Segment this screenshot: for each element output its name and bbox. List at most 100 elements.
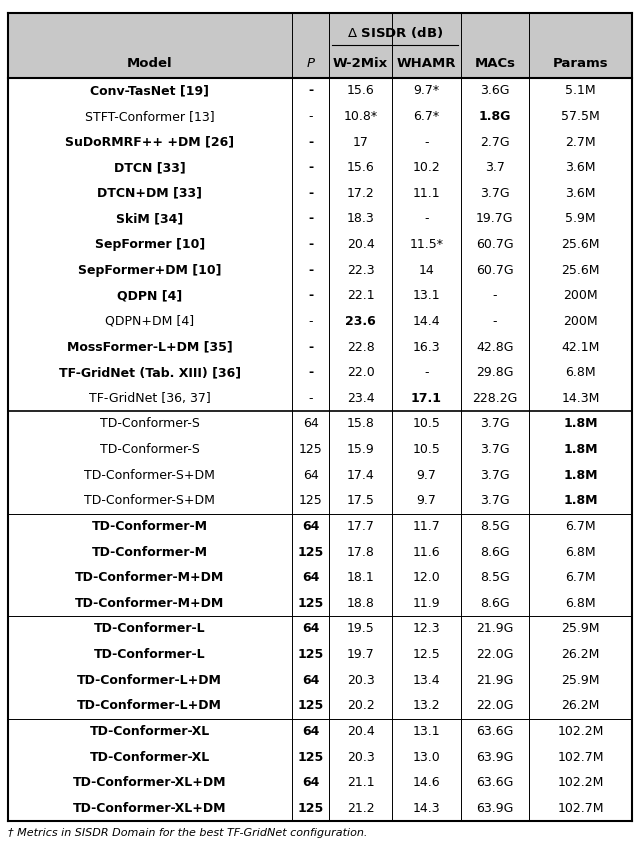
Text: 64: 64 (302, 622, 319, 636)
Text: TD-Conformer-L+DM: TD-Conformer-L+DM (77, 674, 222, 686)
Text: Conv-TasNet [19]: Conv-TasNet [19] (90, 84, 209, 98)
Text: 17.1: 17.1 (411, 392, 442, 405)
Text: 20.3: 20.3 (347, 751, 374, 764)
Text: 200M: 200M (563, 289, 598, 302)
Text: 19.7: 19.7 (347, 648, 374, 661)
Bar (8, 719, 632, 744)
Text: 26.2M: 26.2M (561, 648, 600, 661)
Text: -: - (308, 110, 313, 123)
Text: 13.0: 13.0 (412, 751, 440, 764)
Text: 125: 125 (298, 801, 324, 815)
Bar (8, 385, 632, 411)
Text: TD-Conformer-M: TD-Conformer-M (92, 520, 208, 533)
Text: TD-Conformer-L+DM: TD-Conformer-L+DM (77, 699, 222, 712)
Bar (8, 462, 632, 488)
Text: 25.9M: 25.9M (561, 674, 600, 686)
Text: 18.3: 18.3 (347, 213, 374, 226)
Text: 5.9M: 5.9M (566, 213, 596, 226)
Text: 25.6M: 25.6M (561, 263, 600, 277)
Text: 8.6G: 8.6G (480, 546, 509, 559)
Text: 1.8M: 1.8M (564, 418, 598, 431)
Bar (8, 206, 632, 232)
Text: 102.2M: 102.2M (557, 776, 604, 789)
Text: TD-Conformer-M+DM: TD-Conformer-M+DM (75, 597, 225, 610)
Text: 15.8: 15.8 (347, 418, 374, 431)
Text: 13.2: 13.2 (412, 699, 440, 712)
Text: 12.3: 12.3 (412, 622, 440, 636)
Bar (8, 309, 632, 335)
Text: 125: 125 (299, 443, 323, 456)
Text: QDPN+DM [4]: QDPN+DM [4] (105, 315, 195, 328)
Text: 18.1: 18.1 (347, 571, 374, 584)
Text: 12.5: 12.5 (412, 648, 440, 661)
Text: 21.2: 21.2 (347, 801, 374, 815)
Text: 8.6G: 8.6G (480, 597, 509, 610)
Text: -: - (308, 341, 313, 353)
Text: 22.0: 22.0 (347, 366, 374, 379)
Text: 64: 64 (303, 418, 319, 431)
Text: 23.6: 23.6 (345, 315, 376, 328)
Text: 125: 125 (298, 699, 324, 712)
Bar (8, 437, 632, 462)
Text: † Metrics in SISDR Domain for the best TF-GridNet configuration.: † Metrics in SISDR Domain for the best T… (8, 828, 367, 838)
Text: 64: 64 (302, 725, 319, 738)
Text: Model: Model (127, 57, 173, 69)
Text: 16.3: 16.3 (412, 341, 440, 353)
Text: 26.2M: 26.2M (561, 699, 600, 712)
Text: -: - (308, 315, 313, 328)
Text: 3.7G: 3.7G (480, 468, 509, 481)
Text: 64: 64 (302, 776, 319, 789)
Text: 2.7M: 2.7M (566, 136, 596, 148)
Text: 17.5: 17.5 (347, 494, 374, 507)
Text: 42.1M: 42.1M (561, 341, 600, 353)
Text: 60.7G: 60.7G (476, 239, 514, 251)
Text: $\Delta$ SISDR (dB): $\Delta$ SISDR (dB) (347, 25, 443, 40)
Text: 125: 125 (298, 751, 324, 764)
Text: QDPN [4]: QDPN [4] (117, 289, 182, 302)
Text: 125: 125 (298, 597, 324, 610)
Text: -: - (493, 289, 497, 302)
Text: 125: 125 (298, 648, 324, 661)
Bar (8, 130, 632, 155)
Text: SuDoRMRF++ +DM [26]: SuDoRMRF++ +DM [26] (65, 136, 234, 148)
Text: -: - (308, 213, 313, 226)
Text: 64: 64 (302, 674, 319, 686)
Text: 64: 64 (303, 468, 319, 481)
Text: 15.6: 15.6 (347, 161, 374, 174)
Bar (8, 335, 632, 360)
Text: TD-Conformer-S: TD-Conformer-S (100, 443, 200, 456)
Text: 3.7G: 3.7G (480, 187, 509, 200)
Text: W-2Mix: W-2Mix (333, 57, 388, 69)
Bar (8, 232, 632, 257)
Text: 19.7G: 19.7G (476, 213, 514, 226)
Text: 6.7M: 6.7M (566, 571, 596, 584)
Text: 102.7M: 102.7M (557, 751, 604, 764)
Text: 14.4: 14.4 (412, 315, 440, 328)
Text: 6.8M: 6.8M (566, 366, 596, 379)
Text: 6.8M: 6.8M (566, 597, 596, 610)
Text: -: - (308, 161, 313, 174)
Text: DTCN [33]: DTCN [33] (114, 161, 186, 174)
Text: 12.0: 12.0 (412, 571, 440, 584)
Text: 1.8M: 1.8M (564, 443, 598, 456)
Text: 64: 64 (302, 571, 319, 584)
Bar (8, 180, 632, 206)
Text: 3.7G: 3.7G (480, 418, 509, 431)
Text: DTCN+DM [33]: DTCN+DM [33] (97, 187, 202, 200)
Text: 17.4: 17.4 (347, 468, 374, 481)
Text: MossFormer-L+DM [35]: MossFormer-L+DM [35] (67, 341, 233, 353)
Text: TD-Conformer-XL+DM: TD-Conformer-XL+DM (73, 776, 227, 789)
Text: 63.6G: 63.6G (476, 776, 513, 789)
Text: 21.9G: 21.9G (476, 622, 513, 636)
Text: 18.8: 18.8 (347, 597, 374, 610)
Text: 9.7: 9.7 (416, 494, 436, 507)
Text: 14.3: 14.3 (412, 801, 440, 815)
Text: 14.3M: 14.3M (561, 392, 600, 405)
Text: 1.8G: 1.8G (479, 110, 511, 123)
Text: -: - (308, 136, 313, 148)
Text: 60.7G: 60.7G (476, 263, 514, 277)
Text: 15.6: 15.6 (347, 84, 374, 98)
Bar (8, 565, 632, 590)
Text: 3.6M: 3.6M (566, 161, 596, 174)
Bar (8, 78, 632, 104)
